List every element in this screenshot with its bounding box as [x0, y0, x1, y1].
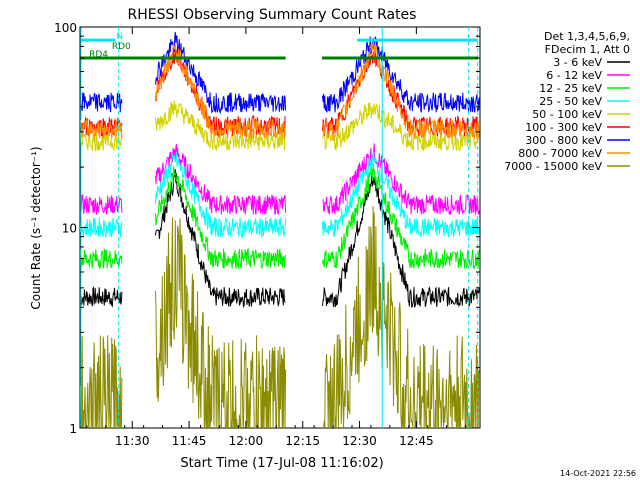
series-line-1: [80, 169, 480, 308]
legend: Det 1,3,4,5,6,9,FDecim 1, Att 03 - 6 keV…: [504, 30, 630, 173]
series-line-7: [80, 31, 480, 115]
y-axis-label: Count Rate (s⁻¹ detector⁻¹): [29, 146, 43, 309]
saa-flag-label: N: [116, 32, 123, 42]
x-tick-label-5: 12:30: [342, 434, 377, 448]
y-tick-label-2: 10: [62, 222, 77, 236]
legend-entry-6: 100 - 300 keV: [525, 121, 602, 134]
x-tick-label-2: 11:45: [172, 434, 207, 448]
footer-date: 14-Oct-2021 22:56: [560, 469, 636, 478]
series-line-3: [80, 163, 480, 270]
rd0-flag-label: RD0: [112, 42, 131, 52]
series-line-9: [80, 206, 480, 428]
legend-entry-9: 7000 - 15000 keV: [504, 160, 602, 173]
legend-entry-8: 800 - 7000 keV: [518, 147, 602, 160]
x-axis-label: Start Time (17-Jul-08 11:16:02): [180, 456, 383, 471]
chart-title: RHESSI Observing Summary Count Rates: [128, 7, 417, 23]
legend-entry-2: 6 - 12 keV: [546, 69, 602, 82]
x-tick-label-6: 12:45: [399, 434, 434, 448]
series-line-2: [80, 143, 480, 216]
legend-entry-3: 12 - 25 keV: [539, 82, 602, 95]
legend-header-1: Det 1,3,4,5,6,9,: [544, 30, 630, 43]
y-tick-label-3: 1: [69, 422, 77, 436]
x-tick-label-1: 11:30: [115, 434, 150, 448]
x-axis: 11:30 11:45 12:00 12:15 12:30 12:45: [86, 27, 467, 448]
series-line-8: [80, 42, 480, 141]
legend-entry-5: 50 - 100 keV: [532, 108, 602, 121]
legend-entry-1: 3 - 6 keV: [553, 56, 602, 69]
rd4-flag-label: RD4: [89, 50, 108, 60]
legend-entry-4: 25 - 50 keV: [539, 95, 602, 108]
x-tick-label-4: 12:15: [285, 434, 320, 448]
y-axis: 100 10 1: [54, 21, 480, 436]
series-layer: [80, 31, 480, 428]
x-tick-label-3: 12:00: [229, 434, 264, 448]
series-line-5: [80, 100, 480, 153]
y-tick-label-1: 100: [54, 21, 77, 35]
legend-entry-7: 300 - 800 keV: [525, 134, 602, 147]
legend-header-2: FDecim 1, Att 0: [545, 43, 630, 56]
series-line-4: [80, 151, 480, 239]
